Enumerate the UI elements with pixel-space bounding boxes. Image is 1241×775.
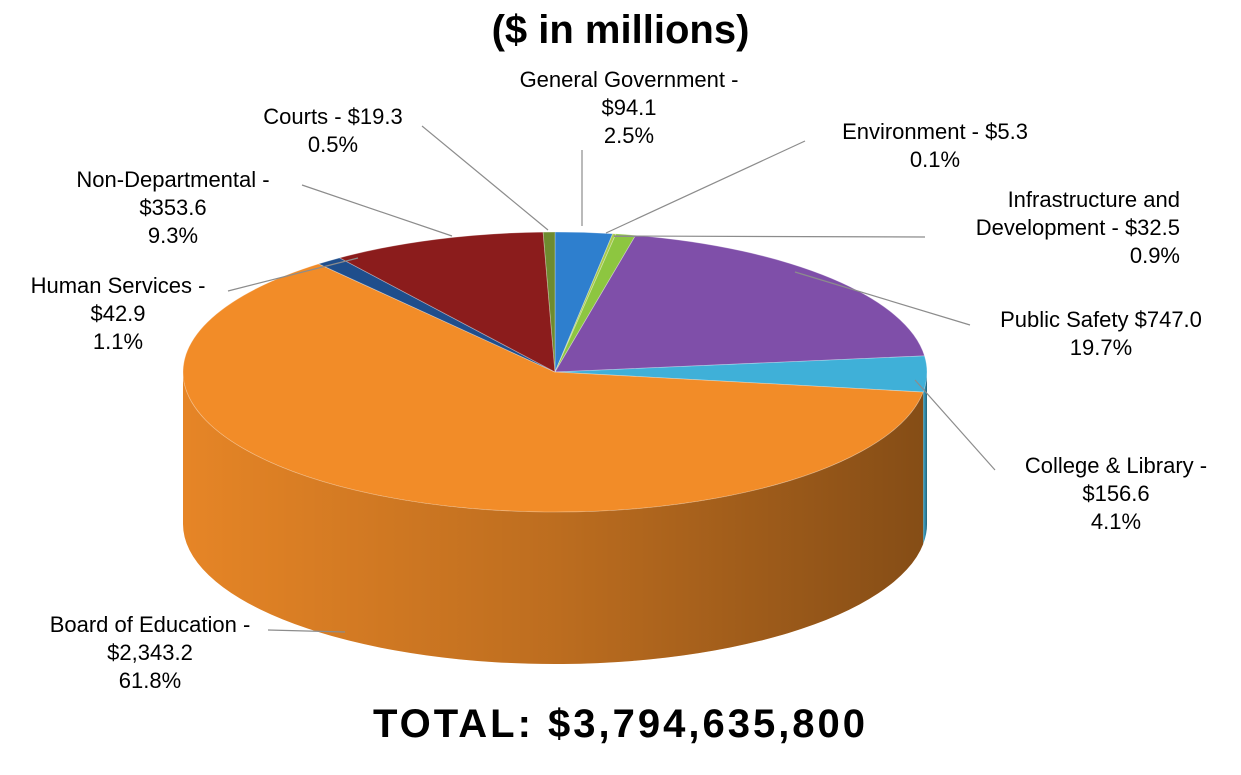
slice-side-shade-board-of-education <box>183 372 924 665</box>
data-label-line: Non-Departmental - <box>76 167 270 192</box>
slice-non-departmental <box>338 231 556 373</box>
pie-sides <box>183 372 928 665</box>
data-label-line: 1.1% <box>92 329 144 354</box>
data-label-human-services: Human Services - $42.9 1.1% <box>4 272 232 356</box>
leader-line-infrastructure-development <box>613 235 926 238</box>
slice-college-library <box>554 355 928 393</box>
data-label-line: 61.8% <box>118 668 182 693</box>
slice-environment <box>554 233 617 373</box>
data-label-non-departmental: Non-Departmental - $353.6 9.3% <box>42 166 304 250</box>
data-label-line: $42.9 <box>90 301 146 326</box>
leader-line-courts <box>421 125 549 231</box>
data-label-line: 0.5% <box>307 132 359 157</box>
data-label-line: 19.7% <box>1069 335 1133 360</box>
data-label-line: $353.6 <box>139 195 207 220</box>
slice-board-of-education <box>182 263 924 513</box>
slice-public-safety <box>554 234 926 373</box>
data-label-public-safety: Public Safety $747.0 19.7% <box>966 306 1236 362</box>
data-label-board-of-education: Board of Education - $2,343.2 61.8% <box>10 611 290 695</box>
slice-infrastructure-development <box>554 233 637 373</box>
pie-tops <box>182 231 928 513</box>
data-label-line: College & Library - <box>1024 453 1208 478</box>
data-label-line: $94.1 <box>601 95 657 120</box>
data-label-college-library: College & Library - $156.6 4.1% <box>992 452 1240 536</box>
chart-title: ($ in millions) <box>491 8 750 52</box>
data-label-line: 0.9% <box>1129 243 1180 268</box>
data-label-line: 9.3% <box>147 223 199 248</box>
slice-side-shade-college-library <box>923 372 928 545</box>
leader-line-board-of-education <box>267 629 346 633</box>
leader-line-human-services <box>227 257 359 292</box>
data-label-line: 4.1% <box>1090 509 1142 534</box>
data-label-line: Public Safety $747.0 <box>1000 307 1202 332</box>
leader-line-public-safety <box>794 271 971 326</box>
data-label-line: Human Services - <box>30 273 206 298</box>
leader-line-non-departmental <box>301 184 453 237</box>
data-label-environment: Environment - $5.3 0.1% <box>810 118 1060 174</box>
data-label-line: $156.6 <box>1082 481 1150 506</box>
data-label-line: Development - $32.5 <box>975 215 1180 240</box>
data-label-line: $2,343.2 <box>107 640 193 665</box>
data-label-line: 2.5% <box>603 123 655 148</box>
leader-line-college-library <box>914 379 996 471</box>
data-label-infrastructure-development: Infrastructure and Development - $32.5 0.9… <box>920 186 1180 270</box>
leader-lines <box>227 125 996 633</box>
leader-line-environment <box>605 140 806 234</box>
data-label-line: Environment - $5.3 <box>842 119 1028 144</box>
data-label-line: Infrastructure and <box>1007 187 1180 212</box>
data-label-line: 0.1% <box>909 147 961 172</box>
slice-general-government <box>554 231 614 373</box>
chart-total: TOTAL: $3,794,635,800 <box>372 702 869 746</box>
data-label-line: General Government - <box>519 67 739 92</box>
slice-courts <box>542 231 556 373</box>
data-label-line: Board of Education - <box>49 612 251 637</box>
data-label-general-government: General Government - $94.1 2.5% <box>498 66 760 150</box>
data-label-courts: Courts - $19.3 0.5% <box>240 103 426 159</box>
slice-human-services <box>317 257 556 373</box>
data-label-line: Courts - $19.3 <box>263 104 403 129</box>
